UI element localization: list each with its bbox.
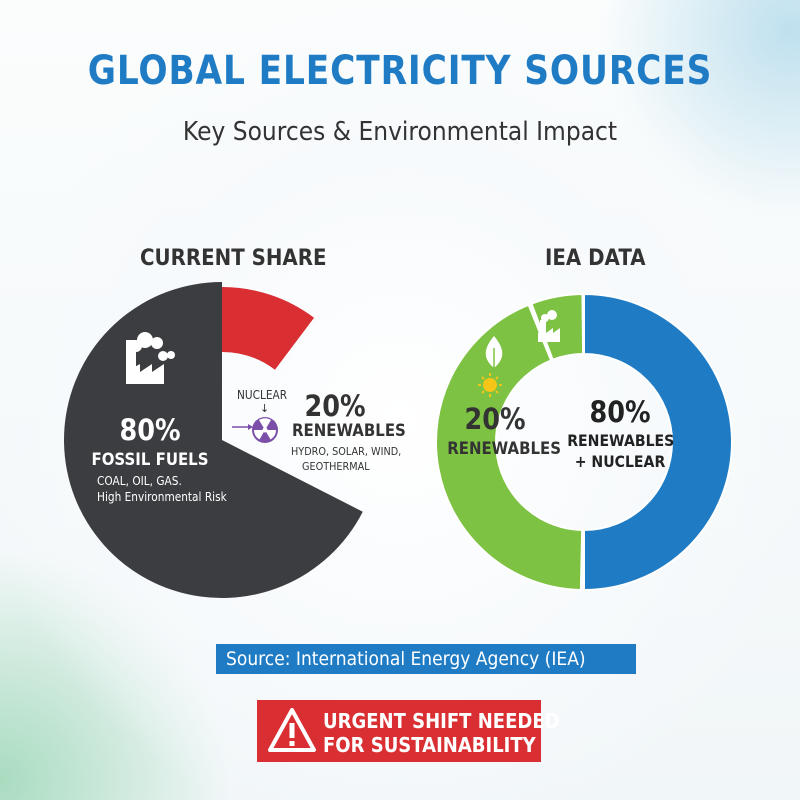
alert-banner: URGENT SHIFT NEEDED FOR SUSTAINABILITY — [257, 700, 560, 762]
radiation-icon — [232, 417, 278, 443]
source-text: Source: International Energy Agency (IEA… — [226, 648, 586, 670]
factory-icon — [126, 332, 175, 384]
renewables-label-right: RENEWABLES — [447, 439, 562, 459]
clean-percent: 80% — [589, 395, 651, 429]
sun-icon — [478, 373, 502, 397]
pie-slice-nuclear — [222, 287, 315, 370]
fossil-label: FOSSIL FUELS — [91, 450, 209, 470]
left-chart-heading: CURRENT SHARE — [140, 246, 327, 271]
alert-line-2: FOR SUSTAINABILITY — [323, 733, 536, 757]
donut-slice-renewables-nuclear — [583, 292, 733, 592]
leaf-icon — [485, 336, 503, 372]
factory-icon — [538, 310, 560, 342]
renewables-detail-1: HYDRO, SOLAR, WIND, — [291, 445, 402, 458]
fossil-detail-1: COAL, OIL, GAS. — [97, 474, 182, 488]
right-chart-heading: IEA DATA — [545, 246, 646, 271]
clean-label-2: + NUCLEAR — [574, 452, 666, 471]
fossil-percent: 80% — [119, 413, 181, 447]
warning-icon — [268, 708, 316, 752]
renewables-percent-right: 20% — [464, 402, 526, 436]
pie-slice-fossil-fuels — [64, 282, 363, 598]
page-title: GLOBAL ELECTRICITY SOURCES — [87, 48, 713, 94]
nuclear-label: NUCLEAR — [237, 388, 288, 402]
alert-line-1: URGENT SHIFT NEEDED — [323, 709, 560, 733]
clean-label-1: RENEWABLES — [567, 431, 675, 450]
renewables-detail-2: GEOTHERMAL — [302, 460, 370, 473]
donut-slice-renewables-small — [530, 292, 585, 362]
source-banner: Source: International Energy Agency (IEA… — [216, 644, 636, 674]
fossil-detail-2: High Environmental Risk — [97, 490, 227, 504]
nuclear-arrow: ↓ — [260, 402, 270, 415]
page-subtitle: Key Sources & Environmental Impact — [182, 117, 618, 147]
renewables-percent-left: 20% — [304, 389, 366, 423]
donut-slice-renewables — [435, 303, 584, 591]
renewables-label-left: RENEWABLES — [292, 421, 406, 441]
